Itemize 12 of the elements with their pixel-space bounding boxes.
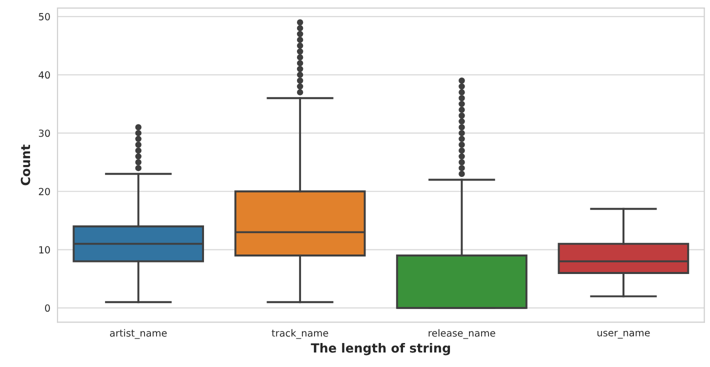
x-tick-label: artist_name [110, 329, 167, 339]
y-tick-label: 40 [38, 71, 50, 79]
x-tick-label: release_name [428, 329, 496, 339]
x-tick-label: user_name [597, 330, 650, 339]
x-tick-label: track_name [272, 329, 328, 339]
y-tick-label: 10 [39, 246, 50, 254]
y-tick-label: 50 [38, 13, 50, 20]
y-tick-label: 0 [45, 304, 50, 312]
y-tick-label: 20 [38, 188, 50, 196]
y-axis-title: Count [20, 144, 30, 186]
y-tick-label: 30 [38, 130, 50, 137]
x-axis-title: The length of string [310, 343, 450, 356]
